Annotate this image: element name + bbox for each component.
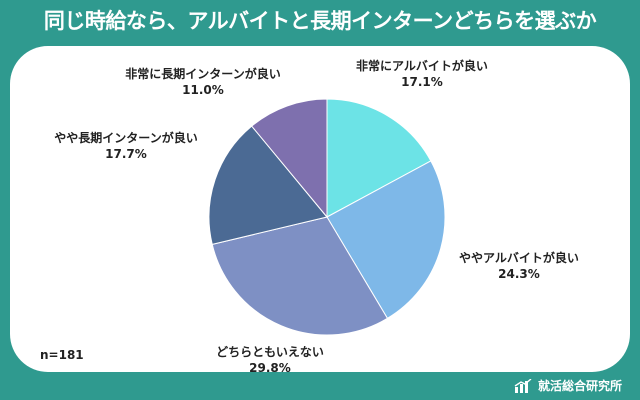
chart-title: 同じ時給なら、アルバイトと長期インターンどちらを選ぶか xyxy=(43,9,597,33)
slice-value-label: 17.1% xyxy=(401,75,443,89)
slice-value-label: 17.7% xyxy=(105,147,147,161)
slice-category-label: どちらともいえない xyxy=(216,345,324,359)
slice-value-label: 11.0% xyxy=(182,83,224,97)
slice-category-label: 非常にアルバイトが良い xyxy=(356,58,488,73)
pie-slice xyxy=(326,160,446,320)
slice-category-label: ややアルバイトが良い xyxy=(459,250,579,265)
slice-category-label: 非常に長期インターンが良い xyxy=(125,66,280,81)
brand-name: 就活総合研究所 xyxy=(537,379,622,393)
slice-value-label: 24.3% xyxy=(498,267,540,281)
pie-slice xyxy=(326,98,432,218)
pie-slice xyxy=(211,216,389,336)
bar-chart-icon xyxy=(514,378,532,393)
pie-slice xyxy=(251,98,328,219)
slice-category-label: やや長期インターンが良い xyxy=(54,130,197,145)
brand: 就活総合研究所 xyxy=(514,377,622,394)
sample-size: n=181 xyxy=(40,348,84,362)
pie-slice xyxy=(208,125,328,245)
slice-value-label: 29.8% xyxy=(249,361,291,375)
